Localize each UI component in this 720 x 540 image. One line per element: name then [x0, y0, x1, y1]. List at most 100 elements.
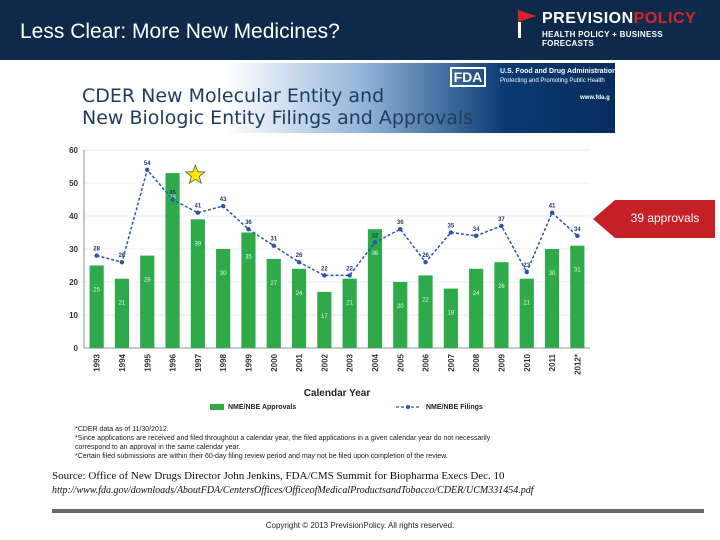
- filings-point: [94, 253, 99, 258]
- bar-value-label: 20: [397, 304, 404, 310]
- y-tick-label: 0: [74, 344, 79, 353]
- bar-value-label: 24: [473, 291, 480, 297]
- chart-plot: 0102030405060252128533930352724172136202…: [69, 146, 590, 411]
- x-tick-label: 2010: [523, 353, 532, 371]
- source-citation: Source: Office of New Drugs Director Joh…: [52, 470, 642, 496]
- brand-tagline: HEALTH POLICY + BUSINESS FORECASTS: [542, 30, 663, 48]
- filings-point: [271, 243, 276, 248]
- source-url[interactable]: http://www.fda.gov/downloads/AboutFDA/Ce…: [52, 485, 534, 496]
- filings-value-label: 26: [296, 253, 303, 259]
- footnote: *Certain filed submissions are within th…: [75, 453, 448, 460]
- filings-point: [448, 230, 454, 235]
- x-tick-label: 2005: [396, 353, 405, 371]
- bar-approvals: [266, 258, 281, 348]
- bar-value-label: 22: [422, 297, 429, 303]
- y-tick-label: 50: [69, 179, 78, 188]
- bar-approvals: [443, 288, 458, 348]
- filings-point: [322, 273, 327, 278]
- approvals-callout: 39 approvals: [593, 200, 715, 238]
- filings-value-label: 36: [245, 220, 252, 226]
- source-text: Source: Office of New Drugs Director Joh…: [52, 470, 505, 482]
- bar-approvals: [165, 173, 180, 348]
- filings-point: [372, 240, 378, 245]
- chart-footnotes: *CDER data as of 11/30/2012. *Since appl…: [75, 425, 615, 461]
- x-axis-title: Calendar Year: [304, 388, 371, 399]
- filings-value-label: 37: [498, 217, 505, 223]
- filings-point: [246, 227, 251, 232]
- callout-arrow-shape: [593, 200, 715, 238]
- legend-marker-filings: [406, 405, 410, 409]
- legend-swatch-approvals: [210, 404, 224, 410]
- filings-value-label: 45: [169, 191, 176, 197]
- bar-approvals: [544, 249, 560, 348]
- x-tick-label: 2003: [346, 353, 355, 371]
- x-tick-label: 2001: [295, 353, 304, 371]
- bar-value-label: 28: [144, 278, 151, 284]
- filings-value-label: 34: [473, 227, 480, 233]
- x-tick-label: 2006: [422, 353, 431, 371]
- footnote: *CDER data as of 11/30/2012.: [75, 426, 169, 433]
- filings-point: [549, 210, 555, 215]
- chart-title: CDER New Molecular Entity and New Biolog…: [82, 85, 473, 129]
- star-icon: [184, 163, 206, 185]
- filings-point: [473, 233, 479, 238]
- filings-point: [170, 197, 175, 202]
- bar-value-label: 24: [296, 291, 303, 297]
- x-tick-label: 1996: [169, 353, 178, 371]
- bar-approvals: [291, 268, 307, 348]
- filings-value-label: 35: [448, 224, 455, 230]
- filings-value-label: 43: [220, 197, 227, 203]
- x-tick-label: 2009: [497, 353, 506, 371]
- bar-value-label: 21: [119, 301, 126, 307]
- x-tick-label: 2002: [320, 353, 329, 371]
- bar-value-label: 30: [549, 271, 556, 277]
- divider: [52, 509, 704, 513]
- x-tick-label: 1995: [143, 353, 152, 371]
- y-tick-label: 60: [69, 146, 78, 155]
- filings-point: [524, 269, 529, 275]
- y-tick-label: 30: [69, 245, 78, 254]
- brand-name: PREVISIONPOLICY: [542, 10, 697, 27]
- filings-value-label: 22: [321, 266, 328, 272]
- prevision-policy-logo: PREVISIONPOLICY HEALTH POLICY + BUSINESS…: [516, 8, 716, 48]
- bar-approvals: [367, 229, 383, 348]
- filings-value-label: 54: [144, 161, 151, 167]
- x-tick-label: 2008: [472, 353, 481, 371]
- x-tick-label: 1997: [194, 353, 203, 371]
- bar-value-label: 21: [346, 301, 353, 307]
- filings-value-label: 34: [574, 227, 581, 233]
- bar-approvals: [317, 291, 332, 348]
- filings-value-label: 22: [346, 266, 353, 272]
- filings-point: [195, 210, 201, 215]
- filings-value-label: 28: [93, 247, 100, 253]
- slide-header: Less Clear: More New Medicines? PREVISIO…: [0, 0, 720, 60]
- bar-approvals: [114, 278, 130, 348]
- footnote: correspond to an approval in the same ca…: [75, 444, 241, 451]
- filings-point: [220, 203, 226, 209]
- bar-value-label: 27: [270, 281, 277, 287]
- x-tick-label: 2012*: [573, 353, 582, 375]
- fda-url: www.fda.g: [580, 95, 610, 101]
- filings-value-label: 31: [270, 237, 277, 243]
- bar-approvals: [241, 232, 256, 348]
- filings-value-label: 23: [523, 263, 530, 269]
- bar-value-label: 21: [523, 301, 530, 307]
- line-filings: [96, 168, 578, 277]
- chart-title-line-2: New Biologic Entity Filings and Approval…: [82, 107, 474, 129]
- filings-value-label: 26: [422, 253, 429, 259]
- callout-label: 39 approvals: [630, 211, 700, 225]
- x-tick-label: 2011: [548, 353, 557, 371]
- bar-value-label: 35: [245, 255, 252, 261]
- bar-approvals: [216, 249, 231, 348]
- filings-value-label: 26: [119, 253, 126, 259]
- y-tick-label: 20: [69, 278, 78, 287]
- bar-value-label: 36: [372, 251, 379, 257]
- bar-value-label: 26: [498, 284, 505, 290]
- filings-point: [423, 260, 428, 265]
- x-tick-label: 1994: [118, 353, 127, 371]
- filings-value-label: 41: [549, 204, 556, 210]
- filings-value-label: 32: [372, 233, 379, 239]
- fda-logo: FDA: [450, 67, 486, 87]
- x-tick-label: 1999: [244, 353, 253, 371]
- bar-approvals: [140, 255, 155, 348]
